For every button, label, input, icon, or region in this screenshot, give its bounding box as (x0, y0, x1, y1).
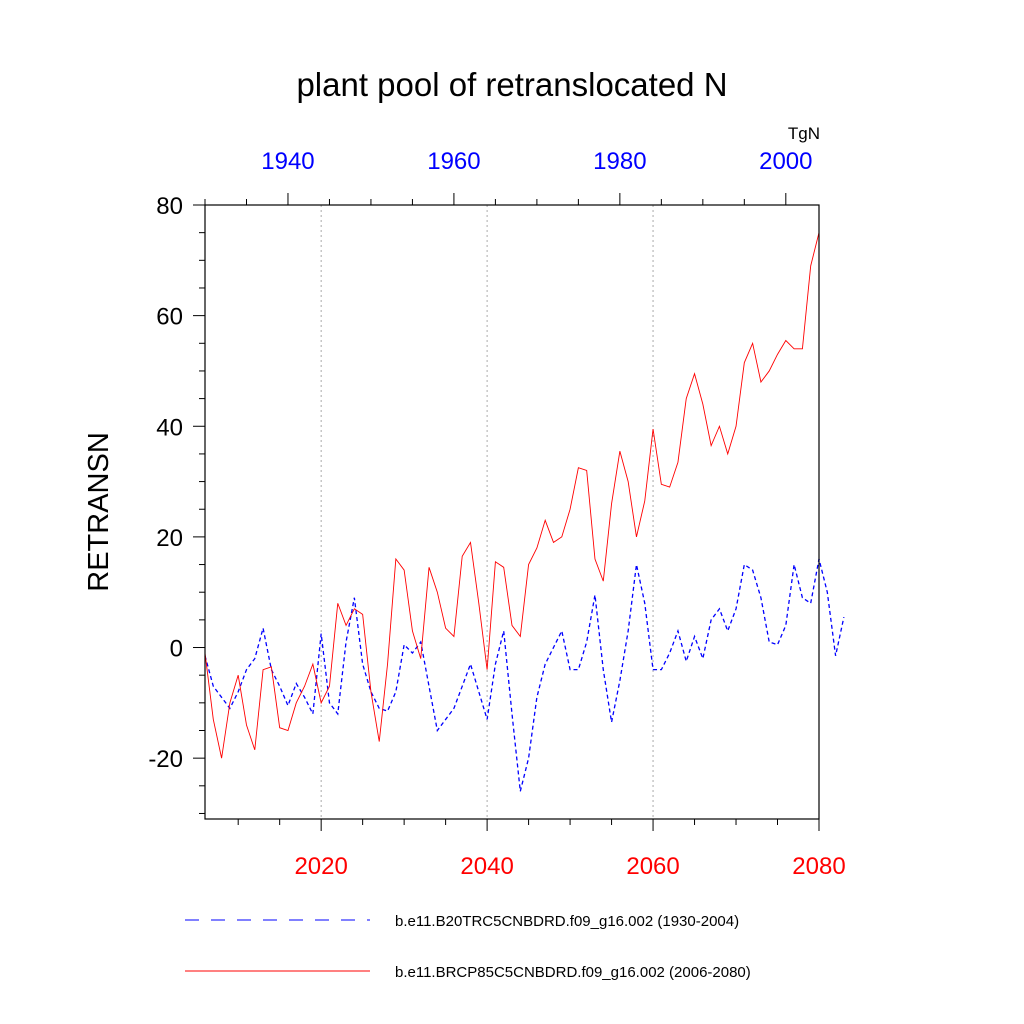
y-tick-label: 60 (156, 304, 183, 331)
units-label: TgN (788, 124, 820, 143)
x-bottom-tick-label: 2060 (626, 853, 679, 880)
x-top-tick-label: 1940 (261, 148, 314, 175)
chart-title: plant pool of retranslocated N (296, 66, 727, 103)
x-top-tick-label: 1980 (593, 148, 646, 175)
y-tick-label: -20 (148, 746, 183, 773)
y-tick-label: 0 (170, 636, 183, 663)
x-top-tick-label: 1960 (427, 148, 480, 175)
series-line-2 (204, 232, 820, 759)
plot-frame (204, 204, 820, 820)
y-axis-label: RETRANSN (83, 432, 115, 592)
x-bottom-tick-label: 2020 (294, 853, 347, 880)
x-bottom-tick-label: 2080 (792, 853, 845, 880)
y-tick-label: 80 (156, 193, 183, 220)
series-lines (204, 232, 845, 792)
grid-lines (320, 205, 654, 819)
x-top-tick-label: 2000 (759, 148, 812, 175)
y-tick-label: 20 (156, 525, 183, 552)
x-bottom-tick-label: 2040 (460, 853, 513, 880)
legend-label-2: b.e11.BRCP85C5CNBDRD.f09_g16.002 (2006-2… (395, 964, 751, 981)
series-line-1 (204, 558, 845, 792)
legend: b.e11.B20TRC5CNBDRD.f09_g16.002 (1930-20… (185, 913, 751, 981)
legend-label-1: b.e11.B20TRC5CNBDRD.f09_g16.002 (1930-20… (395, 913, 739, 930)
y-tick-label: 40 (156, 414, 183, 441)
